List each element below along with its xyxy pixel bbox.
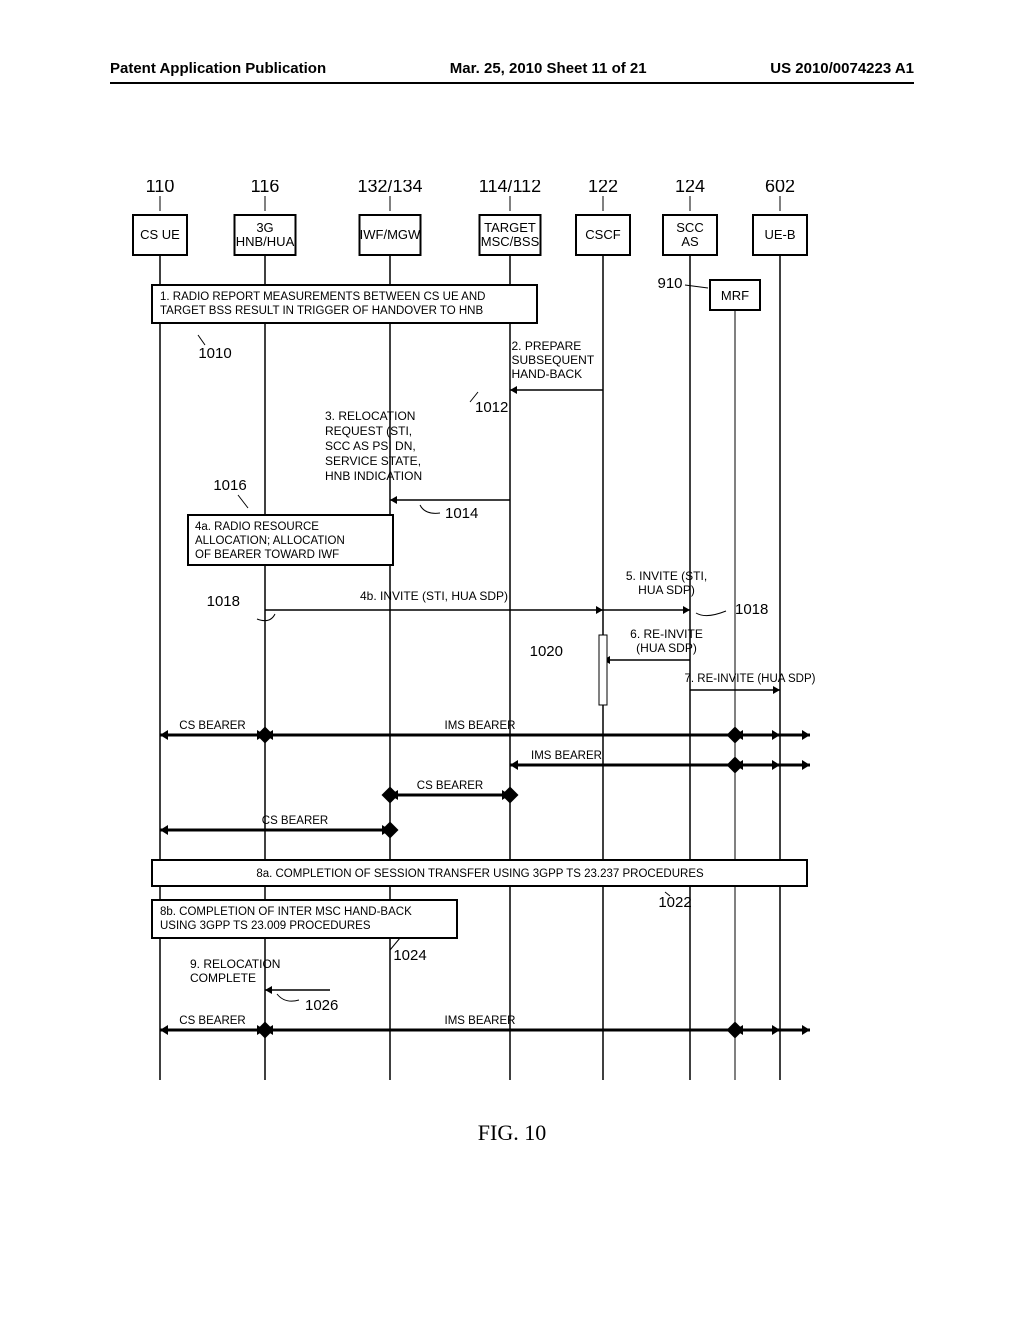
svg-text:122: 122 bbox=[588, 180, 618, 196]
svg-text:HAND-BACK: HAND-BACK bbox=[512, 367, 583, 381]
svg-text:HUA SDP): HUA SDP) bbox=[638, 583, 695, 597]
svg-text:CSCF: CSCF bbox=[585, 227, 620, 242]
svg-text:UE-B: UE-B bbox=[764, 227, 795, 242]
svg-text:HNB INDICATION: HNB INDICATION bbox=[325, 469, 422, 483]
svg-text:1026: 1026 bbox=[305, 997, 338, 1014]
svg-text:SUBSEQUENT: SUBSEQUENT bbox=[512, 353, 595, 367]
svg-text:COMPLETE: COMPLETE bbox=[190, 971, 256, 985]
svg-text:8a. COMPLETION OF SESSION TRAN: 8a. COMPLETION OF SESSION TRANSFER USING… bbox=[256, 868, 704, 880]
header-left: Patent Application Publication bbox=[110, 60, 326, 77]
svg-text:132/134: 132/134 bbox=[357, 180, 422, 196]
figure-caption: FIG. 10 bbox=[0, 1120, 1024, 1146]
svg-text:1018: 1018 bbox=[735, 601, 768, 618]
svg-text:1024: 1024 bbox=[393, 947, 426, 964]
svg-text:1. RADIO REPORT MEASUREMENTS B: 1. RADIO REPORT MEASUREMENTS BETWEEN CS … bbox=[160, 291, 485, 303]
svg-text:TARGET: TARGET bbox=[484, 220, 536, 235]
svg-text:CS BEARER: CS BEARER bbox=[262, 815, 328, 827]
svg-text:1016: 1016 bbox=[213, 477, 246, 494]
svg-text:1020: 1020 bbox=[530, 643, 563, 660]
svg-text:IMS BEARER: IMS BEARER bbox=[531, 750, 602, 762]
svg-text:REQUEST (STI,: REQUEST (STI, bbox=[325, 424, 412, 438]
svg-text:6. RE-INVITE: 6. RE-INVITE bbox=[630, 627, 703, 641]
svg-text:(HUA SDP): (HUA SDP) bbox=[636, 641, 697, 655]
header-right: US 2010/0074223 A1 bbox=[770, 60, 914, 77]
svg-text:1014: 1014 bbox=[445, 505, 478, 522]
svg-text:1010: 1010 bbox=[198, 345, 231, 362]
svg-text:114/112: 114/112 bbox=[479, 180, 541, 196]
svg-text:ALLOCATION; ALLOCATION: ALLOCATION; ALLOCATION bbox=[195, 535, 345, 547]
svg-text:116: 116 bbox=[251, 180, 280, 196]
svg-text:8b. COMPLETION OF INTER MSC HA: 8b. COMPLETION OF INTER MSC HAND-BACK bbox=[160, 906, 412, 918]
svg-text:IMS BEARER: IMS BEARER bbox=[445, 1015, 516, 1027]
svg-text:1022: 1022 bbox=[658, 894, 691, 911]
svg-text:3G: 3G bbox=[256, 220, 273, 235]
svg-text:3. RELOCATION: 3. RELOCATION bbox=[325, 409, 415, 423]
svg-text:CS UE: CS UE bbox=[140, 227, 180, 242]
svg-text:124: 124 bbox=[675, 180, 705, 196]
svg-text:110: 110 bbox=[146, 180, 175, 196]
header-rule bbox=[110, 82, 914, 84]
svg-text:2. PREPARE: 2. PREPARE bbox=[512, 339, 582, 353]
svg-text:OF BEARER TOWARD IWF: OF BEARER TOWARD IWF bbox=[195, 549, 339, 561]
svg-text:5. INVITE (STI,: 5. INVITE (STI, bbox=[626, 569, 707, 583]
svg-text:IMS BEARER: IMS BEARER bbox=[445, 720, 516, 732]
svg-text:1012: 1012 bbox=[475, 399, 508, 416]
svg-text:CS BEARER: CS BEARER bbox=[179, 1015, 245, 1027]
svg-text:MSC/BSS: MSC/BSS bbox=[481, 234, 540, 249]
svg-text:AS: AS bbox=[681, 234, 699, 249]
svg-text:9. RELOCATION: 9. RELOCATION bbox=[190, 957, 280, 971]
svg-text:CS BEARER: CS BEARER bbox=[417, 780, 483, 792]
page-header: Patent Application Publication Mar. 25, … bbox=[0, 60, 1024, 77]
svg-text:IWF/MGW: IWF/MGW bbox=[360, 227, 421, 242]
sequence-diagram: 110 CS UE 116 3GHNB/HUA 132/134 IWF/MGW 114/11… bbox=[110, 180, 890, 1100]
svg-text:USING 3GPP TS 23.009 PROCEDURE: USING 3GPP TS 23.009 PROCEDURES bbox=[160, 920, 371, 932]
svg-text:1018: 1018 bbox=[207, 593, 240, 610]
svg-text:SERVICE STATE,: SERVICE STATE, bbox=[325, 454, 421, 468]
svg-text:910: 910 bbox=[657, 275, 682, 292]
svg-text:SCC AS PSI DN,: SCC AS PSI DN, bbox=[325, 439, 416, 453]
svg-text:4b. INVITE (STI, HUA SDP): 4b. INVITE (STI, HUA SDP) bbox=[360, 589, 508, 603]
svg-text:SCC: SCC bbox=[676, 220, 703, 235]
header-center: Mar. 25, 2010 Sheet 11 of 21 bbox=[450, 60, 647, 77]
svg-text:TARGET BSS RESULT IN TRIGGER O: TARGET BSS RESULT IN TRIGGER OF HANDOVER… bbox=[160, 305, 483, 317]
svg-text:602: 602 bbox=[765, 180, 795, 196]
svg-text:CS BEARER: CS BEARER bbox=[179, 720, 245, 732]
svg-text:7. RE-INVITE (HUA SDP): 7. RE-INVITE (HUA SDP) bbox=[685, 673, 816, 685]
svg-text:4a. RADIO RESOURCE: 4a. RADIO RESOURCE bbox=[195, 521, 319, 533]
page: Patent Application Publication Mar. 25, … bbox=[0, 0, 1024, 1320]
svg-text:MRF: MRF bbox=[721, 288, 749, 303]
svg-text:HNB/HUA: HNB/HUA bbox=[236, 234, 295, 249]
